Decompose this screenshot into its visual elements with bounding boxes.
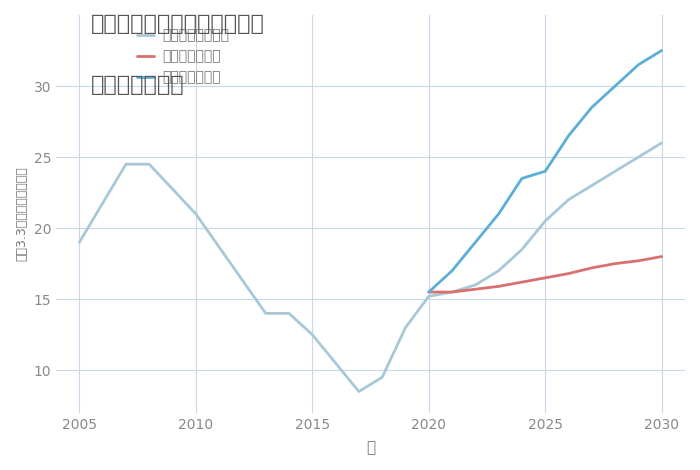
バッドシナリオ — [471, 286, 480, 292]
ノーマルシナリオ — [471, 282, 480, 288]
グッドシナリオ — [587, 104, 596, 110]
バッドシナリオ — [541, 275, 550, 281]
ノーマルシナリオ — [587, 183, 596, 188]
ノーマルシナリオ — [401, 325, 410, 330]
バッドシナリオ — [611, 261, 620, 266]
ノーマルシナリオ — [494, 268, 503, 274]
ノーマルシナリオ — [285, 311, 293, 316]
グッドシナリオ — [541, 168, 550, 174]
ノーマルシナリオ — [262, 311, 270, 316]
Line: グッドシナリオ: グッドシナリオ — [429, 50, 662, 292]
ノーマルシナリオ — [355, 389, 363, 394]
ノーマルシナリオ — [448, 289, 456, 295]
バッドシナリオ — [634, 258, 643, 264]
Line: ノーマルシナリオ: ノーマルシナリオ — [79, 143, 662, 392]
グッドシナリオ — [518, 176, 526, 181]
Y-axis label: 坪（3.3㎡）単価（万円）: 坪（3.3㎡）単価（万円） — [15, 166, 28, 261]
グッドシナリオ — [657, 47, 666, 53]
ノーマルシナリオ — [75, 240, 83, 245]
グッドシナリオ — [471, 240, 480, 245]
ノーマルシナリオ — [378, 375, 386, 380]
バッドシナリオ — [448, 289, 456, 295]
ノーマルシナリオ — [634, 154, 643, 160]
Text: 土地の価格推移: 土地の価格推移 — [91, 75, 185, 95]
ノーマルシナリオ — [657, 140, 666, 146]
X-axis label: 年: 年 — [366, 440, 375, 455]
バッドシナリオ — [494, 283, 503, 289]
ノーマルシナリオ — [425, 293, 433, 299]
Legend: ノーマルシナリオ, バッドシナリオ, グッドシナリオ: ノーマルシナリオ, バッドシナリオ, グッドシナリオ — [132, 23, 234, 90]
バッドシナリオ — [657, 254, 666, 259]
グッドシナリオ — [425, 289, 433, 295]
ノーマルシナリオ — [308, 332, 316, 337]
ノーマルシナリオ — [145, 161, 153, 167]
ノーマルシナリオ — [518, 247, 526, 252]
グッドシナリオ — [564, 133, 573, 139]
ノーマルシナリオ — [564, 197, 573, 203]
バッドシナリオ — [564, 271, 573, 276]
グッドシナリオ — [448, 268, 456, 274]
グッドシナリオ — [634, 62, 643, 68]
ノーマルシナリオ — [331, 360, 340, 366]
Line: バッドシナリオ: バッドシナリオ — [429, 257, 662, 292]
ノーマルシナリオ — [192, 211, 200, 217]
バッドシナリオ — [518, 279, 526, 285]
Text: 兵庫県宍粟市山崎町須賀沢の: 兵庫県宍粟市山崎町須賀沢の — [91, 14, 265, 34]
ノーマルシナリオ — [122, 161, 130, 167]
バッドシナリオ — [587, 265, 596, 271]
ノーマルシナリオ — [611, 168, 620, 174]
グッドシナリオ — [494, 211, 503, 217]
グッドシナリオ — [611, 83, 620, 89]
ノーマルシナリオ — [541, 218, 550, 224]
バッドシナリオ — [425, 289, 433, 295]
